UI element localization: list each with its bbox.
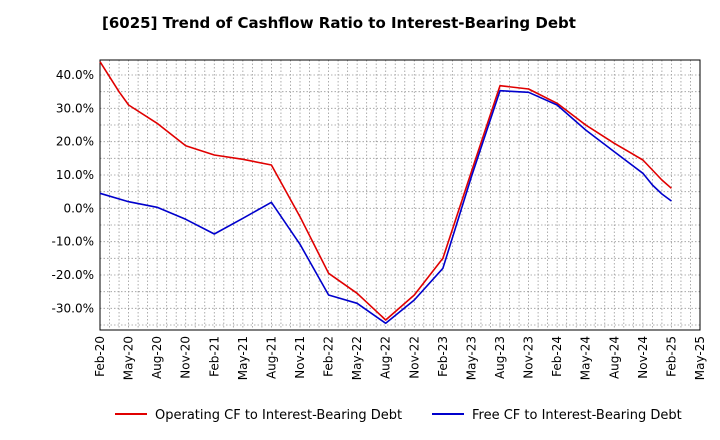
y-tick-label: -10.0% [52,235,94,249]
x-tick-label: May-23 [464,336,478,380]
x-tick-label: Feb-23 [436,336,450,377]
x-tick-label: May-25 [693,336,707,380]
series-line-free-cf [99,89,672,325]
x-tick-label: Nov-20 [179,336,193,379]
series-lines [99,61,672,325]
y-tick-label: -20.0% [52,268,94,282]
y-tick-label: 20.0% [56,135,94,149]
x-tick-label: Nov-22 [407,336,421,379]
x-tick-label: Nov-21 [293,336,307,379]
y-tick-label: 10.0% [56,168,94,182]
legend-label: Free CF to Interest-Bearing Debt [472,408,682,423]
x-tick-label: Feb-22 [322,336,336,377]
chart-title: [6025] Trend of Cashflow Ratio to Intere… [102,14,576,32]
grid [100,60,700,330]
x-tick-label: Aug-24 [607,336,621,379]
y-tick-label: 30.0% [56,101,94,115]
x-tick-label: Aug-23 [493,336,507,379]
x-tick-label: Feb-20 [93,336,107,377]
x-tick-label: Nov-23 [522,336,536,379]
legend-label: Operating CF to Interest-Bearing Debt [155,408,402,423]
x-tick-label: Aug-21 [264,336,278,379]
x-tick-label: Aug-20 [150,336,164,379]
series-line-operating-cf [99,61,672,321]
y-tick-label: 40.0% [56,68,94,82]
y-axis: 40.0% 30.0% 20.0% 10.0% 0.0% -10.0% -20.0% -30.… [52,68,94,315]
x-tick-label: May-22 [350,336,364,380]
x-tick-label: Aug-22 [379,336,393,379]
y-tick-label: -30.0% [52,301,94,315]
x-tick-label: Feb-24 [550,336,564,377]
x-tick-label: Nov-24 [636,336,650,379]
x-tick-label: Feb-25 [664,336,678,377]
x-tick-label: May-20 [122,336,136,380]
legend: Operating CF to Interest-Bearing Debt Fre… [115,408,682,423]
x-tick-label: May-21 [236,336,250,380]
plot-border [99,59,701,331]
x-tick-label: May-24 [579,336,593,380]
x-tick-label: Feb-21 [207,336,221,377]
x-axis: Feb-20 May-20 Aug-20 Nov-20 Feb-21 May-21 Aug-… [93,336,707,380]
y-tick-label: 0.0% [64,201,95,215]
